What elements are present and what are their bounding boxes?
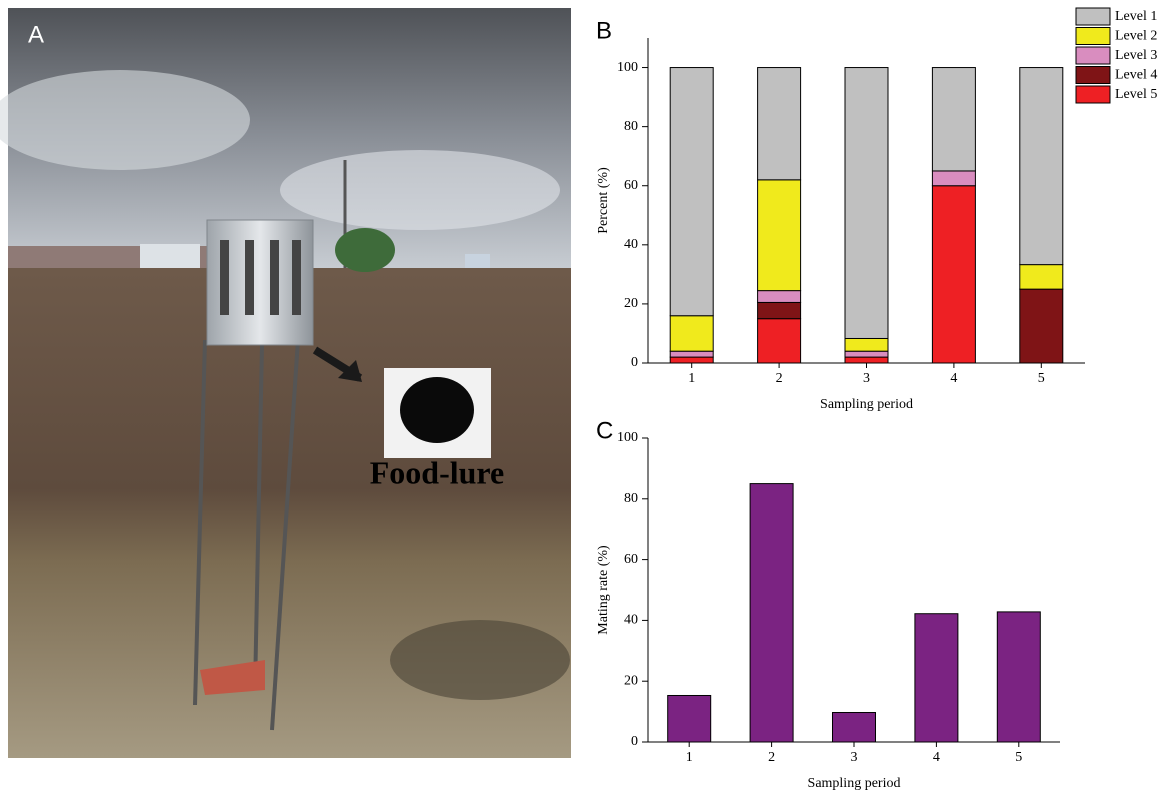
legend-label: Level 3 — [1115, 48, 1157, 63]
bar-segment — [844, 337, 889, 352]
x-tick-label: 5 — [1038, 371, 1045, 386]
y-tick-label: 20 — [624, 673, 638, 688]
y-tick-label: 20 — [624, 296, 638, 311]
y-tick-label: 40 — [624, 613, 638, 628]
x-tick-label: 4 — [950, 371, 957, 386]
y-tick-label: 80 — [624, 119, 638, 134]
bar-segment — [844, 67, 889, 339]
bar-segment — [931, 185, 976, 364]
y-tick-label: 80 — [624, 491, 638, 506]
x-tick-label: 1 — [686, 750, 693, 765]
legend-swatch — [1075, 27, 1111, 45]
y-tick-label: 100 — [617, 60, 638, 75]
x-tick-label: 1 — [688, 371, 695, 386]
y-axis-label: Percent (%) — [596, 167, 611, 234]
y-tick-label: 40 — [624, 237, 638, 252]
bar-segment — [757, 318, 802, 364]
y-tick-label: 100 — [617, 430, 638, 445]
x-tick-label: 3 — [851, 750, 858, 765]
x-tick-label: 4 — [933, 750, 940, 765]
bar-segment — [1019, 264, 1064, 290]
x-tick-label: 5 — [1015, 750, 1022, 765]
legend-label: Level 1 — [1115, 9, 1157, 24]
bar-segment — [757, 290, 802, 303]
bar-segment — [669, 67, 714, 317]
legend-label: Level 4 — [1115, 68, 1157, 83]
x-tick-label: 3 — [863, 371, 870, 386]
bar — [996, 611, 1041, 743]
bar-segment — [669, 356, 714, 364]
y-axis-label: Mating rate (%) — [596, 545, 611, 635]
legend-swatch — [1075, 46, 1111, 65]
y-tick-label: 60 — [624, 552, 638, 567]
panel-label: A — [28, 21, 44, 48]
bar — [832, 712, 876, 743]
panel-label: C — [596, 417, 613, 444]
legend-swatch — [1075, 7, 1111, 26]
x-tick-label: 2 — [768, 750, 775, 765]
bar-segment — [844, 350, 889, 358]
bar-segment — [757, 301, 802, 320]
legend-label: Level 2 — [1115, 29, 1157, 44]
y-tick-label: 0 — [631, 734, 638, 749]
bar-segment — [669, 315, 714, 352]
bar — [914, 613, 959, 743]
bar-segment — [844, 356, 889, 364]
bar — [749, 483, 794, 743]
legend-label: Level 5 — [1115, 87, 1157, 102]
bar-segment — [931, 67, 976, 172]
bar-segment — [1019, 67, 1064, 266]
bar-segment — [757, 179, 802, 292]
panel-label: B — [596, 17, 612, 44]
legend-swatch — [1075, 66, 1111, 84]
y-tick-label: 60 — [624, 178, 638, 193]
x-axis-label: Sampling period — [820, 397, 913, 412]
bar-segment — [757, 67, 802, 181]
x-tick-label: 2 — [776, 371, 783, 386]
bar — [667, 694, 712, 743]
bar-segment — [669, 350, 714, 358]
bar-segment — [931, 170, 976, 187]
x-axis-label: Sampling period — [808, 776, 901, 790]
photo: A Food-lure — [0, 8, 571, 758]
annotation: Food-lure — [370, 454, 505, 490]
bar-segment — [1019, 288, 1064, 364]
legend-swatch — [1075, 85, 1111, 104]
y-tick-label: 0 — [631, 355, 638, 370]
